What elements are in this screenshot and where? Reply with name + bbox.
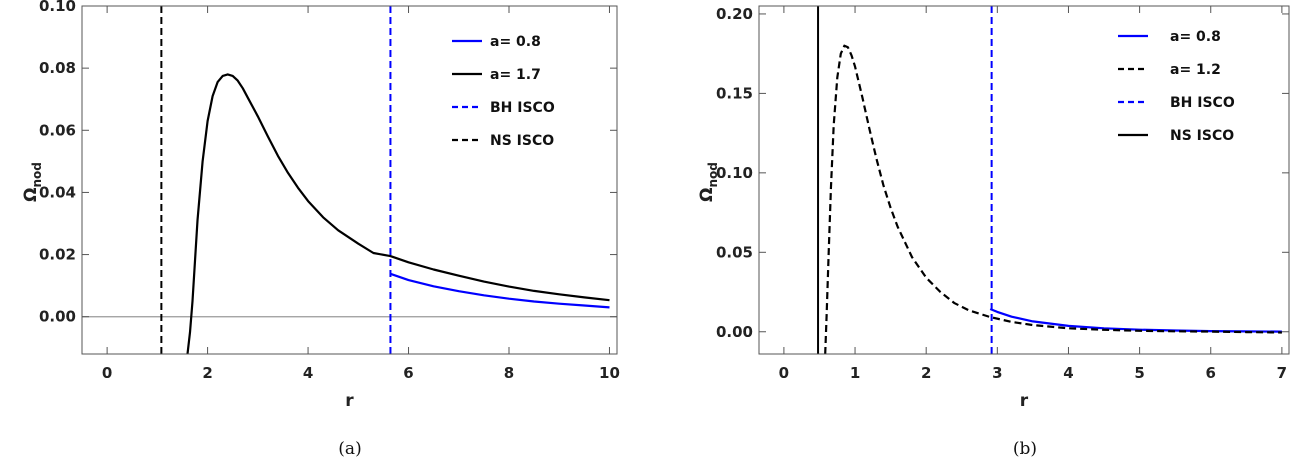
x-tick-label: 1: [850, 364, 860, 382]
legend-label-3: NS ISCO: [490, 133, 554, 149]
y-tick-label: 0.00: [39, 308, 76, 326]
x-tick-label: 6: [403, 364, 413, 382]
y-tick-label: 0.00: [716, 323, 753, 341]
y-axis-label-main: Ω: [697, 188, 717, 202]
legend-label-3: NS ISCO: [1170, 128, 1234, 144]
y-tick-label: 0.08: [39, 59, 76, 77]
series-0-line: [390, 274, 609, 308]
x-tick-label: 4: [303, 364, 313, 382]
x-tick-label: 6: [1206, 364, 1216, 382]
y-axis-label-subscript: nod: [30, 162, 44, 187]
y-tick-label: 0.15: [716, 84, 753, 102]
y-axis-label-main: Ω: [21, 188, 41, 202]
series-1-line: [188, 74, 610, 354]
x-tick-label: 5: [1134, 364, 1144, 382]
x-tick-label: 7: [1277, 364, 1287, 382]
legend-label-0: a= 0.8: [1170, 29, 1221, 45]
x-tick-label: 10: [599, 364, 620, 382]
legend-label-1: a= 1.2: [1170, 62, 1221, 78]
panel-caption: (a): [338, 439, 361, 459]
panel-a: a= 0.8 a= 1.7 BH ISCO NS ISCO 0 2 4 6 8 10 0.00 0.0…: [21, 0, 620, 459]
legend-label-0: a= 0.8: [490, 34, 541, 50]
x-tick-label: 2: [921, 364, 931, 382]
y-axis-label: Ωnod: [21, 162, 44, 202]
x-tick-label: 0: [779, 364, 789, 382]
legend-label-1: a= 1.7: [490, 67, 541, 83]
y-tick-label: 0.10: [716, 164, 753, 182]
y-tick-label: 0.20: [716, 5, 753, 23]
y-tick-label: 0.04: [39, 183, 76, 201]
legend-label-2: BH ISCO: [1170, 95, 1235, 111]
y-tick-label: 0.02: [39, 246, 76, 264]
x-tick-label: 8: [504, 364, 514, 382]
legend-label-2: BH ISCO: [490, 100, 555, 116]
y-tick-label: 0.06: [39, 121, 76, 139]
y-tick-label: 0.05: [716, 243, 753, 261]
plot-series: [161, 6, 609, 354]
plot-frame: [759, 6, 1289, 354]
x-tick-label: 2: [202, 364, 212, 382]
x-tick-label: 3: [992, 364, 1002, 382]
y-tick-label: 0.10: [39, 0, 76, 15]
x-tick-label: 4: [1063, 364, 1073, 382]
series-1-line: [825, 46, 1282, 354]
plot-series: [818, 6, 1282, 354]
x-tick-label: 0: [102, 364, 112, 382]
y-axis-label-subscript: nod: [706, 162, 720, 187]
series-0-line: [990, 309, 1282, 332]
x-axis-label: r: [1020, 391, 1029, 411]
panel-b: a= 0.8 a= 1.2 BH ISCO NS ISCO 0 1 2 3 4 5 6 7 0.00 0.…: [697, 5, 1289, 459]
panel-caption: (b): [1013, 439, 1037, 459]
y-axis-label: Ωnod: [697, 162, 720, 202]
x-axis-label: r: [345, 391, 354, 411]
